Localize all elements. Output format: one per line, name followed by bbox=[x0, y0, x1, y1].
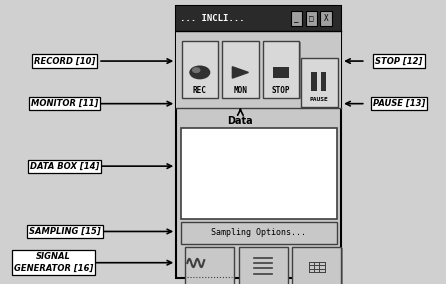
Bar bbox=[176, 31, 341, 108]
Bar bbox=[273, 67, 289, 78]
Bar bbox=[176, 6, 341, 31]
Bar bbox=[311, 72, 317, 91]
Bar bbox=[185, 247, 234, 284]
Text: STOP: STOP bbox=[272, 85, 290, 95]
Bar bbox=[320, 11, 332, 26]
Bar bbox=[182, 41, 218, 98]
Bar bbox=[222, 41, 259, 98]
Text: MONITOR [11]: MONITOR [11] bbox=[31, 99, 99, 108]
Text: PAUSE: PAUSE bbox=[310, 97, 329, 102]
Bar bbox=[186, 248, 235, 284]
Polygon shape bbox=[232, 67, 248, 78]
Circle shape bbox=[193, 68, 200, 72]
Bar bbox=[263, 41, 299, 98]
Text: MON: MON bbox=[233, 85, 248, 95]
Text: Sampling Options...: Sampling Options... bbox=[211, 228, 306, 237]
Bar bbox=[183, 42, 219, 99]
Text: PAUSE [13]: PAUSE [13] bbox=[373, 99, 425, 108]
Text: SIGNAL
GENERATOR [16]: SIGNAL GENERATOR [16] bbox=[14, 252, 93, 273]
Text: _: _ bbox=[294, 14, 299, 23]
Bar bbox=[223, 42, 260, 99]
Text: STOP [12]: STOP [12] bbox=[376, 57, 423, 66]
Bar bbox=[306, 11, 317, 26]
Bar bbox=[264, 42, 301, 99]
Text: Data: Data bbox=[227, 116, 253, 126]
Text: SAMPLING [15]: SAMPLING [15] bbox=[29, 227, 100, 236]
Text: ... INCLI...: ... INCLI... bbox=[180, 14, 244, 23]
Bar bbox=[239, 247, 288, 284]
Text: REC: REC bbox=[193, 85, 207, 95]
Text: DATA BOX [14]: DATA BOX [14] bbox=[30, 162, 99, 171]
Bar bbox=[302, 59, 339, 107]
Bar bbox=[176, 6, 341, 278]
Text: X: X bbox=[324, 14, 328, 23]
Circle shape bbox=[190, 66, 210, 79]
Bar bbox=[301, 58, 338, 106]
Bar bbox=[293, 248, 343, 284]
Text: □: □ bbox=[309, 14, 314, 23]
Bar bbox=[181, 128, 337, 219]
Text: RECORD [10]: RECORD [10] bbox=[34, 57, 95, 66]
Bar bbox=[181, 222, 337, 244]
Bar bbox=[291, 11, 302, 26]
Bar bbox=[240, 248, 289, 284]
Bar bbox=[321, 72, 326, 91]
Bar bbox=[292, 247, 341, 284]
